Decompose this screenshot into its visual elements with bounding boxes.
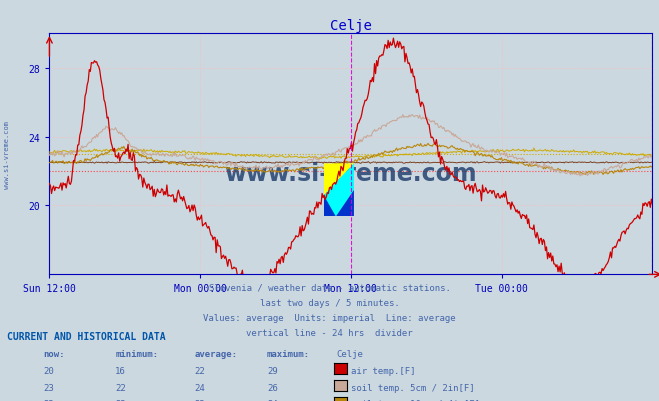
Text: 26: 26 (267, 383, 277, 391)
Text: 22: 22 (194, 366, 205, 375)
Text: soil temp. 10cm / 4in[F]: soil temp. 10cm / 4in[F] (351, 399, 480, 401)
Text: average:: average: (194, 349, 237, 358)
Text: vertical line - 24 hrs  divider: vertical line - 24 hrs divider (246, 328, 413, 337)
Text: www.si-vreme.com: www.si-vreme.com (225, 162, 477, 186)
Text: 22: 22 (115, 399, 126, 401)
Text: 20: 20 (43, 366, 53, 375)
Text: CURRENT AND HISTORICAL DATA: CURRENT AND HISTORICAL DATA (7, 331, 165, 341)
Text: 24: 24 (194, 383, 205, 391)
Text: Celje: Celje (336, 349, 363, 358)
Text: 22: 22 (115, 383, 126, 391)
Text: last two days / 5 minutes.: last two days / 5 minutes. (260, 298, 399, 307)
Text: maximum:: maximum: (267, 349, 310, 358)
Text: 23: 23 (43, 399, 53, 401)
Text: www.si-vreme.com: www.si-vreme.com (4, 120, 11, 188)
Text: 23: 23 (194, 399, 205, 401)
Text: now:: now: (43, 349, 65, 358)
Text: 24: 24 (267, 399, 277, 401)
Text: Values: average  Units: imperial  Line: average: Values: average Units: imperial Line: av… (203, 313, 456, 322)
Title: Celje: Celje (330, 19, 372, 33)
Text: soil temp. 5cm / 2in[F]: soil temp. 5cm / 2in[F] (351, 383, 474, 391)
Text: 16: 16 (115, 366, 126, 375)
Text: 29: 29 (267, 366, 277, 375)
Text: air temp.[F]: air temp.[F] (351, 366, 415, 375)
Text: minimum:: minimum: (115, 349, 158, 358)
Text: 23: 23 (43, 383, 53, 391)
Text: Slovenia / weather data - automatic stations.: Slovenia / weather data - automatic stat… (208, 283, 451, 292)
